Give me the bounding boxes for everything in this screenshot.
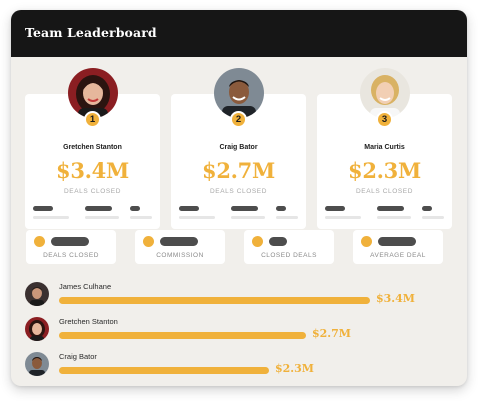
placeholder-bar: [179, 206, 199, 211]
leaderboard-value: $2.7M: [312, 327, 351, 340]
placeholder-bar: [377, 216, 411, 219]
header-bar: Team Leaderboard: [11, 10, 467, 57]
stat-label: DEALS CLOSED: [43, 252, 99, 259]
avatar: [25, 317, 49, 341]
placeholder-bar: [325, 206, 345, 211]
leaderboard-value: $3.4M: [376, 292, 415, 305]
stat-card-deals-closed[interactable]: DEALS CLOSED: [26, 230, 116, 264]
performer-name: Gretchen Stanton: [63, 144, 122, 151]
performer-amount-label: DEALS CLOSED: [63, 188, 122, 195]
placeholder-bar: [33, 216, 69, 219]
leaderboard-bar: [59, 332, 306, 339]
placeholder-bar: [85, 206, 112, 211]
performer-name: Maria Curtis: [364, 144, 405, 151]
placeholder-bar: [85, 216, 119, 219]
placeholder-bar: [325, 216, 361, 219]
dollar-icon: [361, 236, 372, 247]
rank-badge: 3: [376, 111, 393, 128]
placeholder-bar: [422, 206, 432, 211]
performer-amount-label: DEALS CLOSED: [209, 188, 268, 195]
top-performer-card-3[interactable]: Maria Curtis $2.3M DEALS CLOSED: [317, 94, 452, 229]
performer-amount-label: DEALS CLOSED: [355, 188, 414, 195]
placeholder-bar: [276, 206, 286, 211]
list-item[interactable]: Gretchen Stanton $2.7M: [25, 317, 465, 351]
stat-value-placeholder: [378, 237, 416, 246]
stat-value-placeholder: [160, 237, 198, 246]
stat-card-closed-deals[interactable]: CLOSED DEALS: [244, 230, 334, 264]
placeholder-bar: [130, 216, 152, 219]
stat-value-placeholder: [269, 237, 287, 246]
stat-label: COMMISSION: [156, 252, 204, 259]
stat-value-placeholder: [51, 237, 89, 246]
placeholder-bar: [231, 206, 258, 211]
stat-card-commission[interactable]: COMMISSION: [135, 230, 225, 264]
avatar: [214, 68, 264, 118]
placeholder-bar: [231, 216, 265, 219]
performer-amount: $2.3M: [348, 158, 421, 183]
list-item[interactable]: James Culhane $3.4M: [25, 282, 465, 316]
placeholder-bar: [179, 216, 215, 219]
leaderboard-name: James Culhane: [59, 282, 112, 291]
placeholder-bar: [276, 216, 298, 219]
leaderboard-bar: [59, 297, 370, 304]
rank-badge: 2: [230, 111, 247, 128]
performer-amount: $3.4M: [56, 158, 129, 183]
performer-name: Craig Bator: [219, 144, 258, 151]
avatar: [25, 282, 49, 306]
percent-icon: [143, 236, 154, 247]
trophy-icon: [34, 236, 45, 247]
stat-label: AVERAGE DEAL: [370, 252, 426, 259]
placeholder-bar: [130, 206, 140, 211]
placeholder-bar: [33, 206, 53, 211]
leaderboard-bar: [59, 367, 269, 374]
performer-amount: $2.7M: [202, 158, 275, 183]
tag-icon: [252, 236, 263, 247]
rank-badge: 1: [84, 111, 101, 128]
avatar: [25, 352, 49, 376]
page-title: Team Leaderboard: [25, 25, 157, 40]
leaderboard-name: Craig Bator: [59, 352, 97, 361]
avatar: [68, 68, 118, 118]
stat-label: CLOSED DEALS: [261, 252, 317, 259]
placeholder-bar: [377, 206, 404, 211]
stat-card-average-deal[interactable]: AVERAGE DEAL: [353, 230, 443, 264]
leaderboard-value: $2.3M: [275, 362, 314, 375]
list-item[interactable]: Craig Bator $2.3M: [25, 352, 465, 386]
leaderboard-name: Gretchen Stanton: [59, 317, 118, 326]
leaderboard-card: Team Leaderboard Gretchen Stanton $3.4M …: [11, 10, 467, 386]
placeholder-bar: [422, 216, 444, 219]
avatar: [360, 68, 410, 118]
